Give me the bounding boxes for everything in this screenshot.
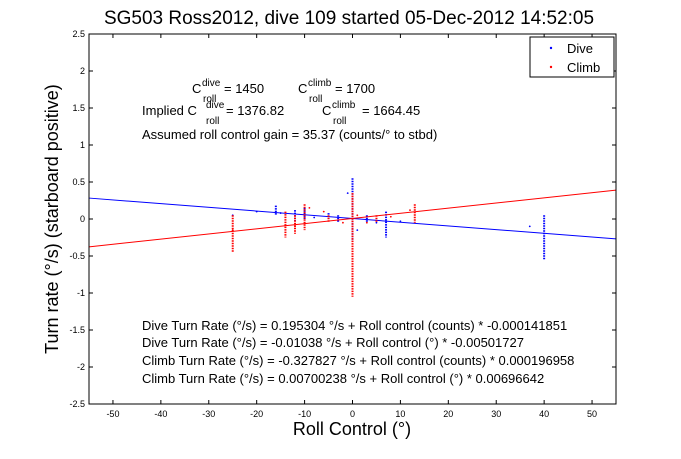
svg-text:= 1700: = 1700 — [335, 81, 375, 96]
dive-point — [356, 229, 359, 232]
svg-text:dive: dive — [206, 100, 225, 111]
y-axis-label: Turn rate (°/s) (starboard positive) — [42, 84, 62, 354]
legend-marker-climb — [549, 65, 553, 69]
x-tick-label: 20 — [443, 409, 453, 419]
climb-point — [389, 215, 392, 218]
legend-marker-dive — [549, 46, 553, 50]
dive-point — [399, 220, 402, 223]
y-tick-label: 2.5 — [72, 29, 85, 39]
fit-equation-4: Climb Turn Rate (°/s) = 0.00700238 °/s +… — [142, 371, 544, 386]
dive-point — [313, 216, 316, 219]
legend-box — [529, 36, 615, 78]
y-tick-label: -0.5 — [69, 251, 85, 261]
x-tick-label: 50 — [587, 409, 597, 419]
dive-point — [375, 221, 378, 224]
climb-point — [308, 207, 311, 209]
x-tick-label: -10 — [298, 409, 311, 419]
climb-point — [342, 221, 344, 224]
y-tick-label: 0.5 — [72, 177, 85, 187]
x-tick-label: 30 — [491, 409, 501, 419]
implied-c-roll-annotation: Implied C dive roll = 1376.82 C climb ro… — [142, 100, 420, 127]
x-tick-label: -30 — [202, 409, 215, 419]
dive-point — [528, 225, 531, 228]
legend: Dive Climb — [529, 36, 615, 78]
svg-text:Implied C: Implied C — [142, 103, 197, 118]
fit-equation-2: Dive Turn Rate (°/s) = -0.01038 °/s + Ro… — [142, 335, 524, 350]
roll-gain-annotation: Assumed roll control gain = 35.37 (count… — [142, 127, 437, 142]
svg-text:roll: roll — [203, 94, 216, 105]
y-tick-label: 1.5 — [72, 103, 85, 113]
dive-point — [255, 210, 258, 213]
svg-text:roll: roll — [333, 116, 346, 127]
y-tick-label: -1 — [77, 288, 85, 298]
svg-text:roll: roll — [206, 116, 219, 127]
dive-point — [279, 212, 282, 214]
x-axis-label: Roll Control (°) — [293, 419, 411, 439]
x-tick-label: -50 — [106, 409, 119, 419]
climb-point — [409, 209, 411, 212]
climb-point — [294, 225, 296, 228]
c-roll-climb-annotation: C climb roll = 1700 — [298, 78, 375, 105]
y-tick-label: 1 — [80, 140, 85, 150]
svg-text:= 1664.45: = 1664.45 — [362, 103, 420, 118]
fit-equation-3: Climb Turn Rate (°/s) = -0.327827 °/s + … — [142, 353, 574, 368]
svg-text:dive: dive — [202, 78, 221, 89]
y-tick-label: -1.5 — [69, 325, 85, 335]
dive-point — [346, 192, 349, 195]
x-tick-label: 10 — [395, 409, 405, 419]
svg-text:= 1450: = 1450 — [224, 81, 264, 96]
y-tick-label: 2 — [80, 66, 85, 76]
svg-text:C: C — [192, 81, 201, 96]
y-tick-label: -2.5 — [69, 399, 85, 409]
climb-point — [356, 214, 359, 217]
svg-text:climb: climb — [332, 100, 356, 111]
x-tick-label: -40 — [154, 409, 167, 419]
y-tick-label: -2 — [77, 362, 85, 372]
legend-label-climb: Climb — [567, 60, 600, 75]
x-tick-label: 40 — [539, 409, 549, 419]
svg-text:climb: climb — [308, 78, 332, 89]
svg-text:= 1376.82: = 1376.82 — [226, 103, 284, 118]
x-tick-label: -20 — [250, 409, 263, 419]
fit-equation-1: Dive Turn Rate (°/s) = 0.195304 °/s + Ro… — [142, 318, 567, 333]
legend-label-dive: Dive — [567, 41, 593, 56]
climb-point — [231, 229, 234, 232]
climb-point — [365, 221, 368, 224]
svg-text:C: C — [322, 103, 331, 118]
x-tick-label: 0 — [350, 409, 355, 419]
y-tick-label: 0 — [80, 214, 85, 224]
chart-title: SG503 Ross2012, dive 109 started 05-Dec-… — [104, 8, 594, 29]
svg-text:C: C — [298, 81, 307, 96]
climb-point — [322, 210, 325, 213]
c-roll-dive-annotation: C dive roll = 1450 — [192, 78, 264, 105]
svg-text:roll: roll — [309, 94, 322, 105]
